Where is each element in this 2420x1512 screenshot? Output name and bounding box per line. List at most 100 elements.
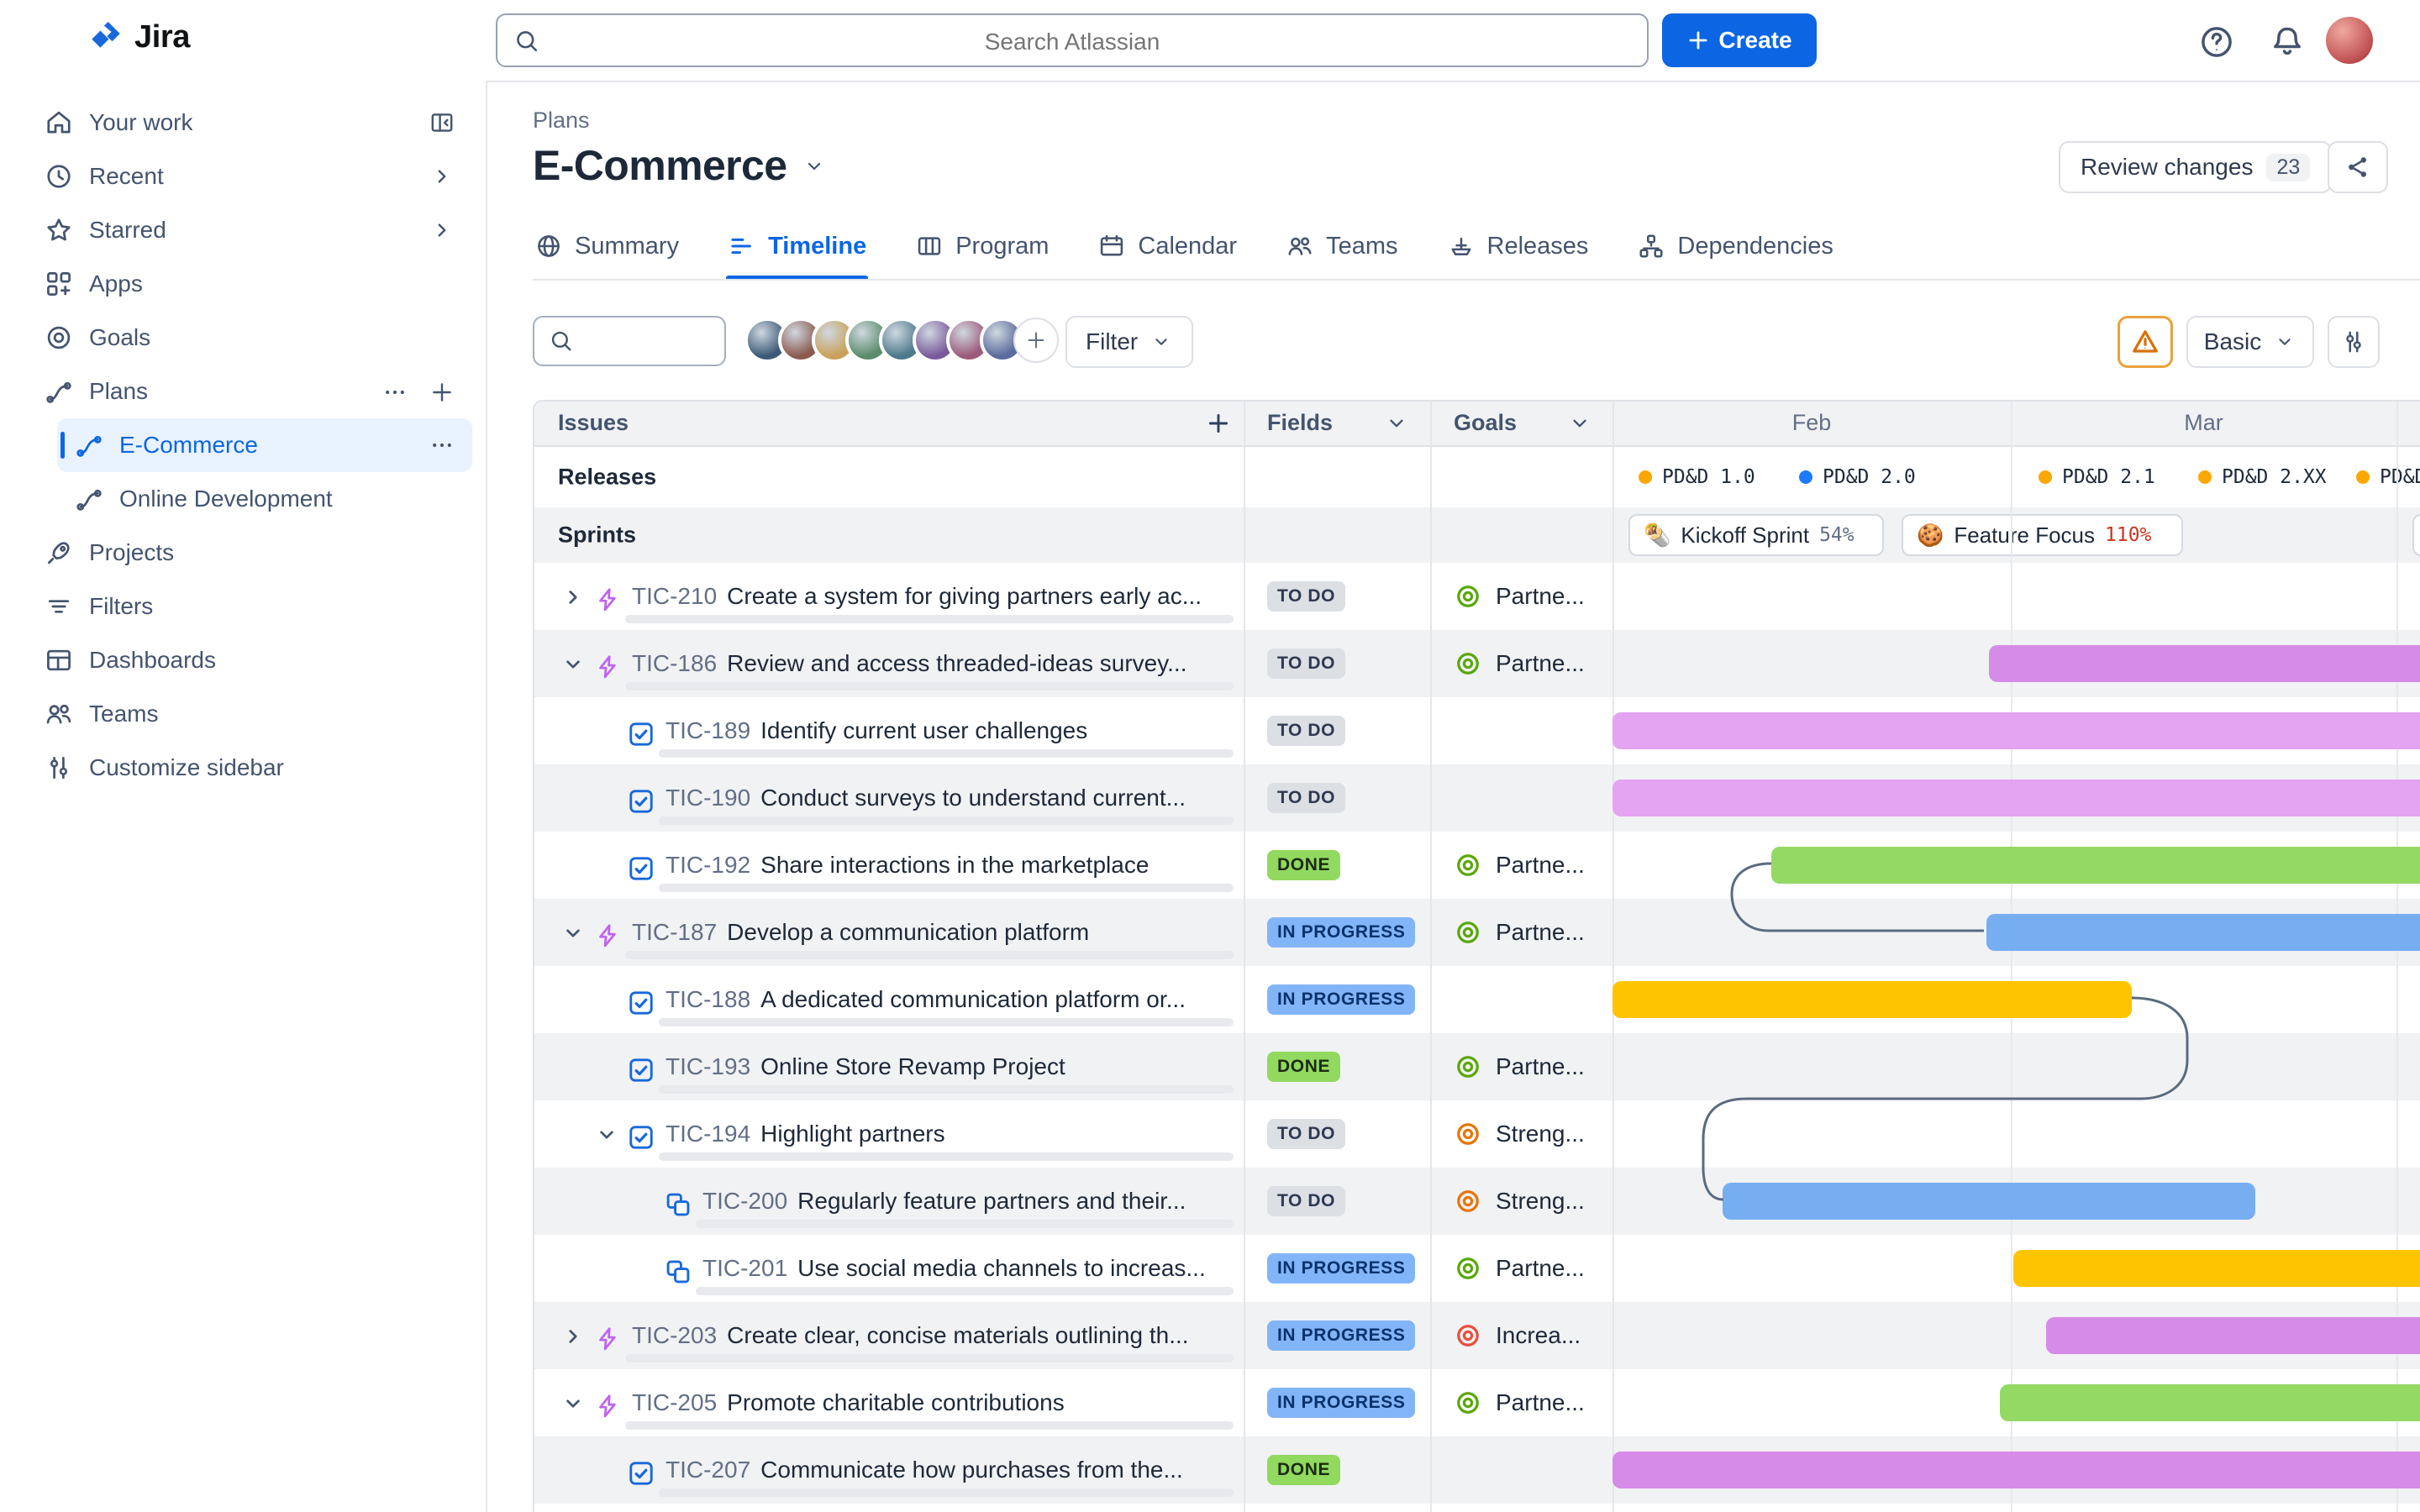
status-badge[interactable]: IN PROGRESS	[1267, 917, 1416, 948]
view-settings-icon[interactable]	[2328, 316, 2380, 368]
row-chevron-down-icon[interactable]	[560, 919, 587, 946]
status-badge[interactable]: TO DO	[1267, 1186, 1346, 1216]
goal-lozenge[interactable]: Partne...	[1454, 1254, 1585, 1283]
issue-key[interactable]: TIC-205	[632, 1389, 718, 1415]
sidebar-item-teams[interactable]: Teams	[13, 687, 472, 741]
issue-key[interactable]: TIC-188	[666, 986, 751, 1012]
goal-lozenge[interactable]: Streng...	[1454, 1120, 1585, 1148]
issue-summary[interactable]: Create clear, concise materials outlinin…	[727, 1322, 1189, 1348]
issue-summary[interactable]: Develop a communication platform	[727, 919, 1090, 945]
goal-lozenge[interactable]: Partne...	[1454, 918, 1585, 947]
team-avatar[interactable]	[879, 318, 924, 363]
add-issue-plus-icon[interactable]	[1203, 408, 1234, 438]
row-chevron-right-icon[interactable]	[560, 583, 587, 610]
timeline-bar[interactable]	[2046, 1317, 2420, 1354]
status-badge[interactable]: IN PROGRESS	[1267, 1253, 1416, 1284]
help-icon[interactable]	[2195, 20, 2238, 64]
issue-key[interactable]: TIC-186	[632, 650, 718, 676]
status-badge[interactable]: IN PROGRESS	[1267, 1388, 1416, 1418]
release-marker[interactable]: PD&D 2.1	[2039, 466, 2155, 488]
create-button[interactable]: Create	[1662, 13, 1817, 67]
fields-chevron-down-icon[interactable]	[1383, 410, 1410, 437]
issue-key[interactable]: TIC-200	[702, 1188, 788, 1214]
status-badge[interactable]: TO DO	[1267, 581, 1346, 612]
timeline-bar[interactable]	[2000, 1384, 2420, 1421]
issue-summary[interactable]: Communicate how purchases from the...	[760, 1457, 1183, 1483]
release-marker[interactable]: PD&D 2.0	[1799, 466, 1916, 488]
tab-timeline[interactable]: Timeline	[726, 213, 868, 281]
issue-key[interactable]: TIC-203	[632, 1322, 718, 1348]
sidebar-item-apps[interactable]: Apps	[13, 257, 472, 311]
release-marker[interactable]: PD&D 2.XX	[2198, 466, 2327, 488]
issues-column-header[interactable]: Issues	[558, 410, 629, 435]
issue-key[interactable]: TIC-194	[666, 1121, 751, 1147]
add-plan-icon[interactable]	[429, 377, 455, 406]
sidebar-item-plans[interactable]: Plans	[13, 365, 472, 418]
status-badge[interactable]: TO DO	[1267, 783, 1346, 813]
global-search-input[interactable]	[555, 15, 1590, 69]
issue-key[interactable]: TIC-207	[666, 1457, 751, 1483]
issue-key[interactable]: TIC-189	[666, 717, 751, 743]
expand-chevron-icon[interactable]	[429, 163, 455, 190]
sidebar-item-starred[interactable]: Starred	[13, 203, 472, 257]
breadcrumb[interactable]: Plans	[533, 108, 590, 133]
collapse-sidebar-icon[interactable]	[429, 109, 455, 136]
sidebar-item-your-work[interactable]: Your work	[13, 96, 472, 150]
sprint-pill[interactable]: 🌯 Kickoff Sprint 54%	[1628, 514, 1884, 556]
more-actions-icon[interactable]	[381, 377, 408, 406]
timeline-search-input[interactable]	[585, 318, 718, 368]
timeline-bar[interactable]	[1612, 712, 2420, 749]
issue-key[interactable]: TIC-192	[666, 852, 751, 878]
sidebar-item-projects[interactable]: Projects	[13, 526, 472, 580]
issue-key[interactable]: TIC-193	[666, 1053, 751, 1079]
status-badge[interactable]: DONE	[1267, 1052, 1341, 1082]
goal-lozenge[interactable]: Partne...	[1454, 851, 1585, 879]
issue-summary[interactable]: Online Store Revamp Project	[760, 1053, 1065, 1079]
issue-summary[interactable]: Create a system for giving partners earl…	[727, 583, 1202, 609]
goal-lozenge[interactable]: Streng...	[1454, 1187, 1585, 1215]
status-badge[interactable]: TO DO	[1267, 1119, 1346, 1149]
issue-key[interactable]: TIC-201	[702, 1255, 788, 1281]
goal-lozenge[interactable]: Partne...	[1454, 582, 1585, 611]
row-chevron-down-icon[interactable]	[560, 650, 587, 677]
share-icon[interactable]	[2328, 141, 2388, 193]
issue-key[interactable]: TIC-190	[666, 785, 751, 811]
filter-button[interactable]: Filter	[1065, 316, 1194, 368]
release-marker[interactable]: PD&D 1.0	[1639, 466, 1755, 488]
issue-key[interactable]: TIC-210	[632, 583, 718, 609]
tab-summary[interactable]: Summary	[533, 213, 681, 279]
issue-key[interactable]: TIC-187	[632, 919, 718, 945]
issue-summary[interactable]: Regularly feature partners and their...	[797, 1188, 1186, 1214]
goals-column-header[interactable]: Goals	[1454, 410, 1518, 435]
timeline-bar[interactable]	[1723, 1183, 2255, 1220]
tab-releases[interactable]: Releases	[1445, 213, 1591, 279]
issue-summary[interactable]: Review and access threaded-ideas survey.…	[727, 650, 1187, 676]
issue-summary[interactable]: Share interactions in the marketplace	[760, 852, 1150, 878]
sidebar-item-plan-online-development[interactable]: Online Development	[57, 472, 472, 526]
sidebar-item-dashboards[interactable]: Dashboards	[13, 633, 472, 687]
status-badge[interactable]: TO DO	[1267, 716, 1346, 746]
row-chevron-right-icon[interactable]	[560, 1322, 587, 1349]
timeline-bar[interactable]	[1989, 645, 2420, 682]
timeline-bar[interactable]	[2013, 1250, 2420, 1287]
tab-dependencies[interactable]: Dependencies	[1635, 213, 1834, 279]
sidebar-item-goals[interactable]: Goals	[13, 311, 472, 365]
goal-lozenge[interactable]: Partne...	[1454, 1053, 1585, 1081]
view-mode-dropdown[interactable]: Basic	[2186, 316, 2314, 368]
issue-summary[interactable]: Use social media channels to increas...	[797, 1255, 1206, 1281]
status-badge[interactable]: TO DO	[1267, 648, 1346, 679]
goal-lozenge[interactable]: Partne...	[1454, 649, 1585, 678]
tab-teams[interactable]: Teams	[1284, 213, 1399, 279]
user-avatar[interactable]	[2326, 17, 2373, 64]
jira-logo[interactable]: Jira	[87, 18, 190, 55]
timeline-bar[interactable]	[1612, 1452, 2420, 1488]
goals-chevron-down-icon[interactable]	[1566, 410, 1593, 437]
notifications-bell-icon[interactable]	[2265, 20, 2309, 64]
sidebar-item-customize-sidebar[interactable]: Customize sidebar	[13, 741, 472, 795]
issue-summary[interactable]: Identify current user challenges	[760, 717, 1088, 743]
issue-summary[interactable]: Promote charitable contributions	[727, 1389, 1065, 1415]
more-actions-icon[interactable]	[429, 432, 455, 459]
sprint-pill[interactable]: 🍪 Feature Focus 110%	[1902, 514, 2183, 556]
tab-program[interactable]: Program	[913, 213, 1050, 279]
row-chevron-down-icon[interactable]	[593, 1121, 620, 1147]
